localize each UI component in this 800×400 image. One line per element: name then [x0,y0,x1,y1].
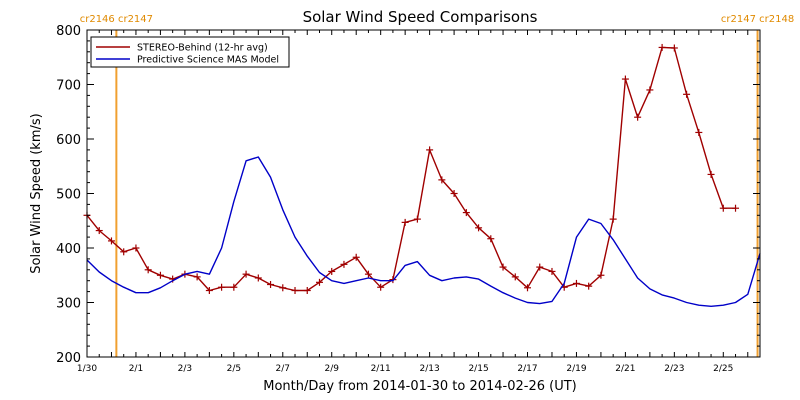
data-point-marker [401,218,409,226]
data-point-marker [254,274,262,282]
stereo-behind-line [86,46,736,292]
y-axis-label: Solar Wind Speed (km/s) [29,113,44,273]
data-point-marker [132,244,140,252]
data-point-marker [279,284,287,292]
legend-box [90,36,290,68]
data-point-marker [585,282,593,290]
data-point-marker [524,284,532,292]
data-point-marker [695,128,703,136]
x-tick-label: 2/13 [420,364,440,374]
data-point-marker [291,287,299,295]
legend-label: Predictive Science MAS Model [137,55,279,66]
x-tick-label: 2/15 [468,364,488,374]
data-point-marker [377,283,385,291]
mas-model-line [86,156,761,307]
data-point-marker [450,190,458,197]
y-tick-label: 600 [56,133,81,148]
data-point-marker [475,224,483,232]
y-axis: 200 300 400 500 600 700 800 [56,24,760,366]
data-point-marker [719,204,727,212]
plot-frame [86,29,761,358]
data-point-marker [156,271,164,279]
x-tick-label: 2/7 [276,364,290,374]
x-tick-label: 2/11 [371,364,391,374]
x-tick-label: 2/5 [227,364,241,374]
data-point-marker [413,215,421,223]
y-tick-label: 800 [56,24,81,39]
data-point-marker [536,263,544,271]
x-axis-label: Month/Day from 2014-01-30 to 2014-02-26 … [263,379,576,394]
data-point-marker [499,263,507,271]
data-point-marker [352,253,360,261]
data-point-marker [144,266,152,274]
data-point-marker [95,227,103,235]
data-point-marker [242,270,250,278]
data-point-marker [303,287,311,295]
data-point-marker [707,170,715,178]
x-tick-label: 1/30 [77,364,97,374]
data-point-marker [340,260,348,268]
carrington-marker-label: cr2147 cr2148 [721,14,794,25]
data-point-marker [572,279,580,287]
data-point-marker [511,273,519,281]
x-tick-label: 2/1 [129,364,143,374]
legend-label: STEREO-Behind (12-hr avg) [137,43,268,54]
carrington-marker-label: cr2146 cr2147 [80,14,153,25]
data-point-marker [621,75,629,83]
x-tick-label: 2/17 [517,364,537,374]
data-point-marker [646,86,654,94]
data-point-marker [107,237,115,245]
x-tick-label: 2/9 [324,364,339,374]
data-point-marker [205,287,213,295]
data-point-marker [683,90,691,98]
data-point-marker [328,267,336,275]
legend: STEREO-Behind (12-hr avg)Predictive Scie… [90,36,290,68]
data-point-marker [230,283,238,291]
data-point-marker [120,248,128,256]
data-point-marker [462,209,470,217]
data-point-marker [193,273,201,281]
data-point-marker [315,278,323,286]
series-layer [83,43,761,307]
x-tick-label: 2/21 [615,364,635,374]
y-tick-label: 300 [56,297,81,312]
data-point-marker [732,204,740,212]
data-point-marker [426,146,434,154]
data-point-marker [597,271,605,279]
x-tick-label: 2/3 [178,364,192,374]
chart-title: Solar Wind Speed Comparisons [303,8,538,26]
data-point-marker [218,283,226,291]
data-point-marker [267,281,275,289]
data-point-marker [634,113,642,121]
data-point-marker [438,176,446,184]
x-tick-label: 2/19 [566,364,586,374]
data-point-marker [609,215,617,223]
data-point-marker [670,44,678,52]
x-tick-label: 2/25 [713,364,733,374]
data-point-marker [487,235,495,243]
x-axis: 1/30 2/1 2/3 2/5 2/7 2/9 2/11 2/13 2/15 2/17 2/19 2… [77,30,761,374]
y-tick-label: 500 [56,188,81,203]
y-tick-label: 200 [56,351,81,366]
data-point-marker [658,43,666,51]
data-point-marker [548,267,556,275]
x-tick-label: 2/23 [664,364,684,374]
data-point-marker [364,270,372,278]
y-tick-label: 400 [56,242,81,257]
y-tick-label: 700 [56,79,81,94]
